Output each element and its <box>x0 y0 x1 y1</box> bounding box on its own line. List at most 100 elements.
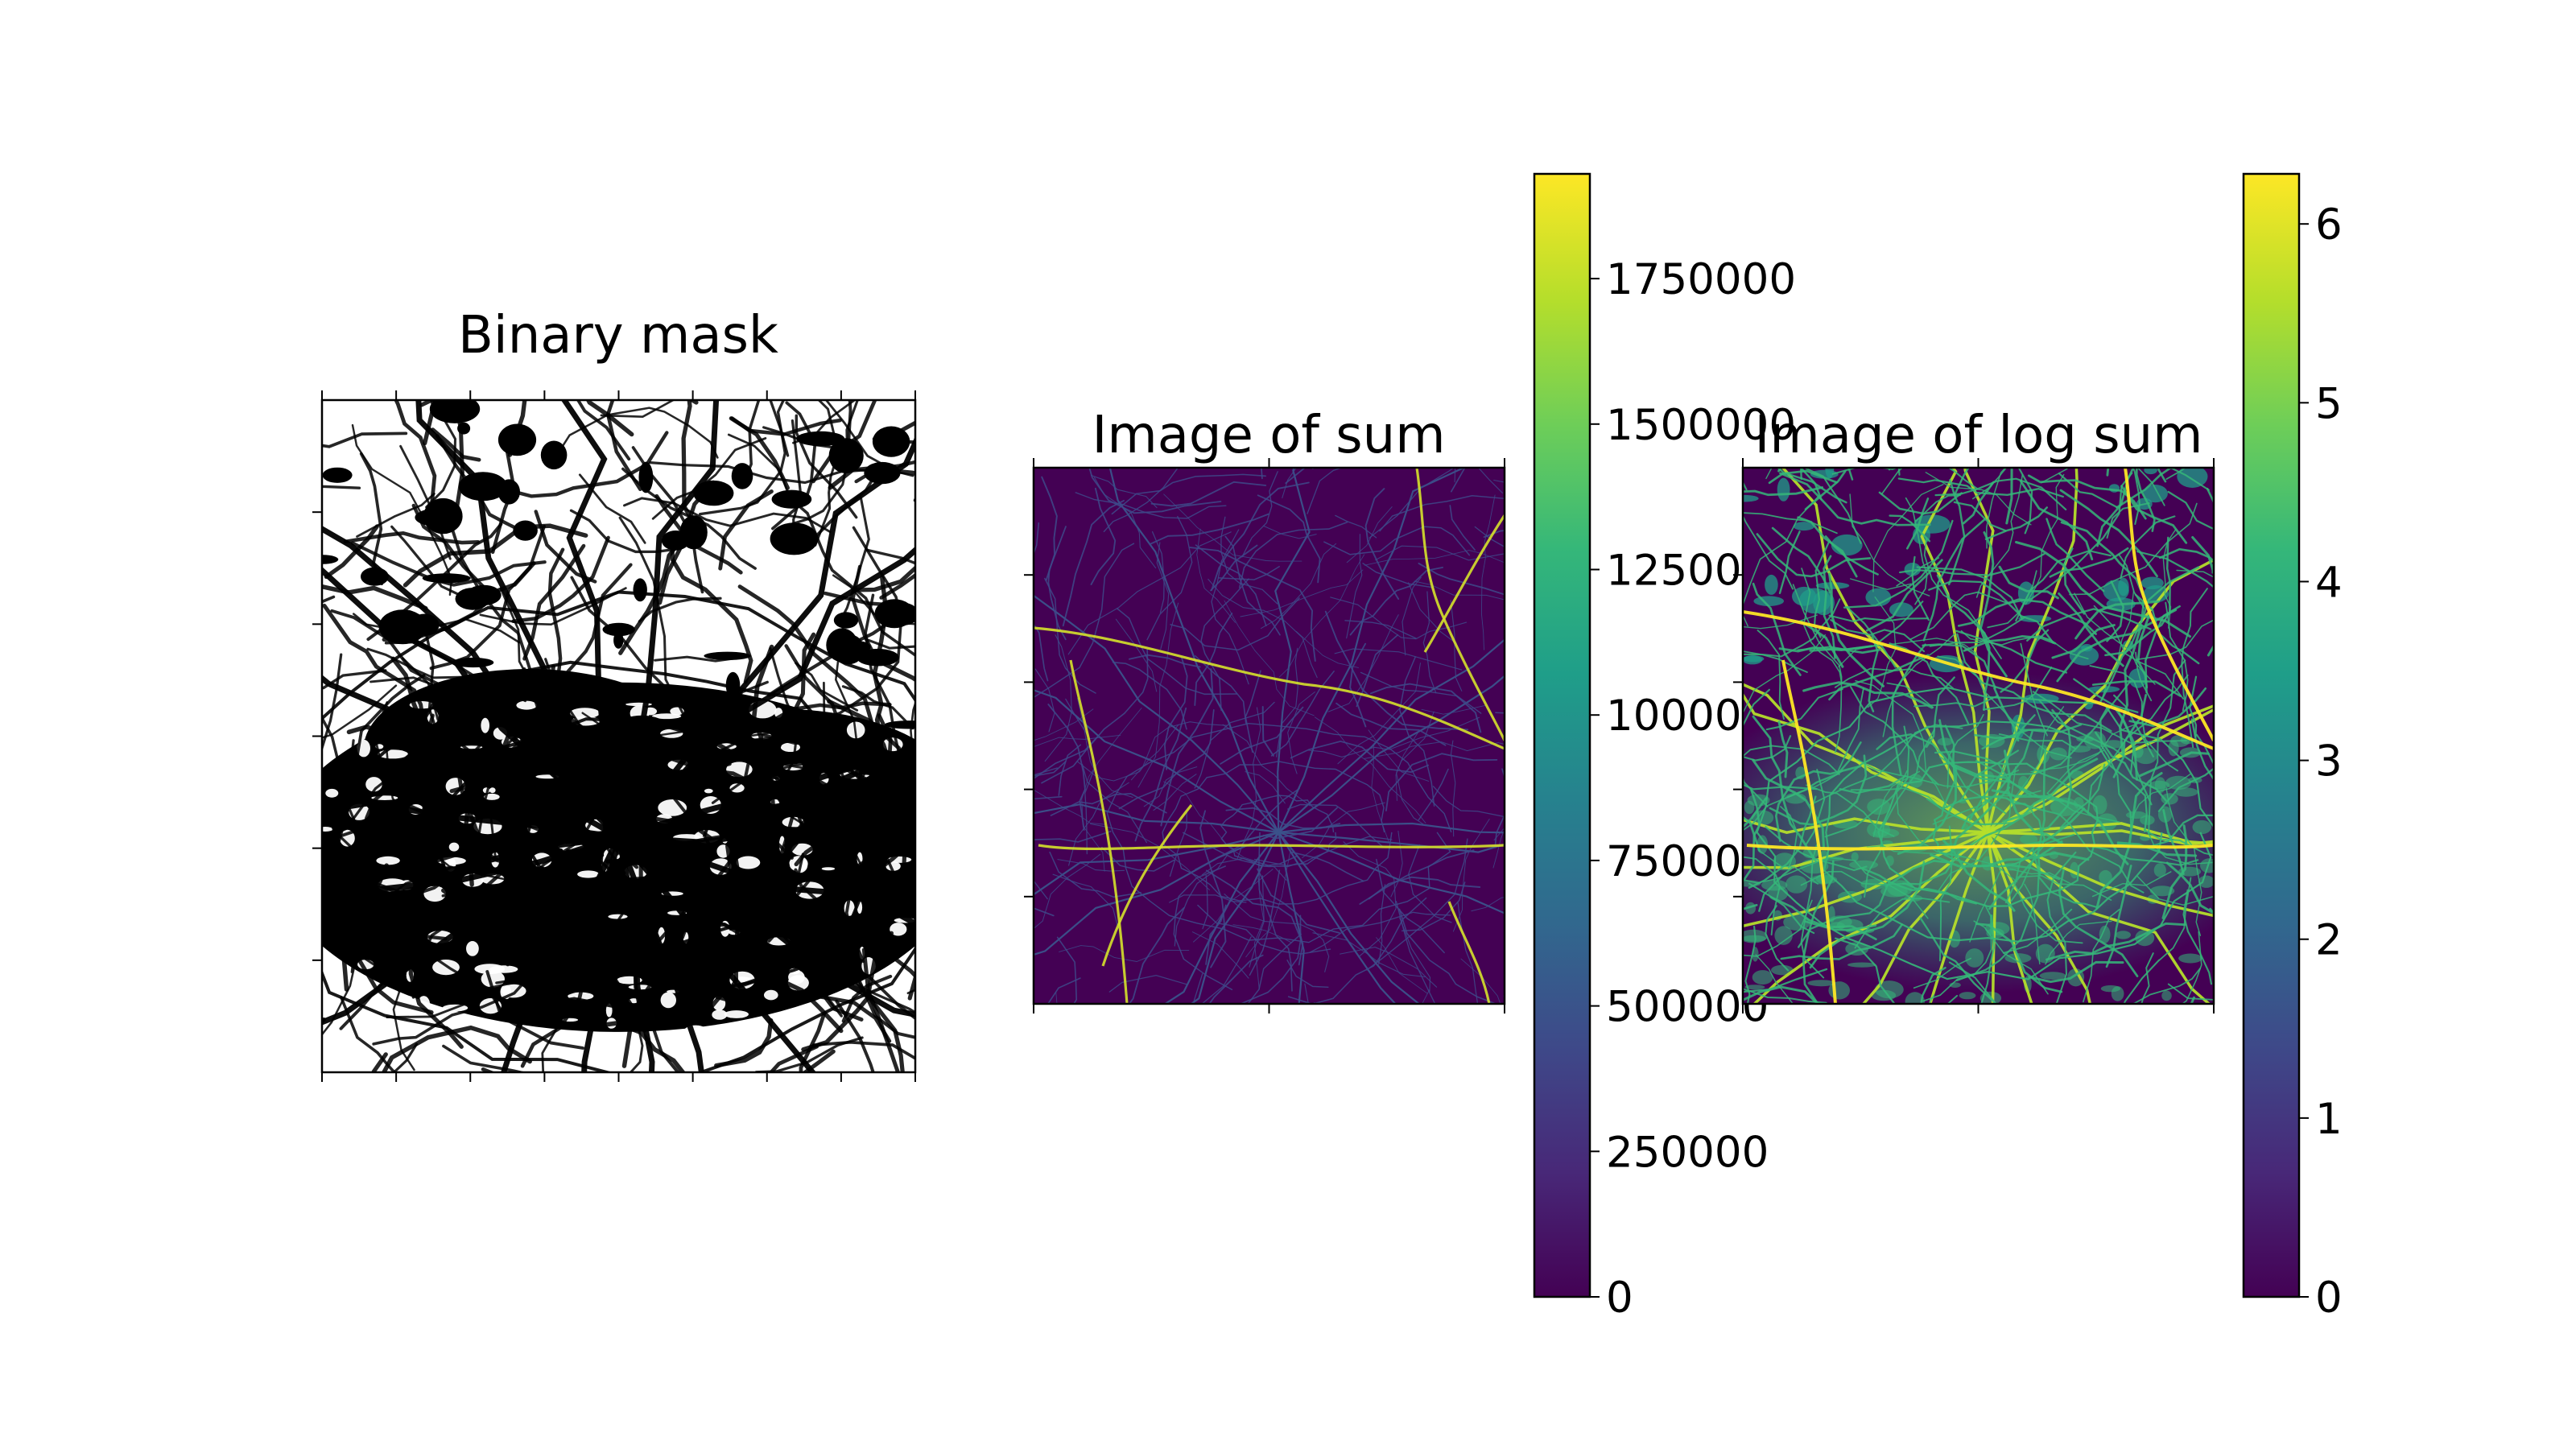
mask-settlement <box>833 612 859 629</box>
road-street <box>1340 947 1438 988</box>
road-street <box>1211 481 1310 592</box>
road-street <box>425 400 457 509</box>
road-street <box>1369 683 1482 733</box>
road-street <box>345 739 364 848</box>
road-street <box>626 733 805 811</box>
road-street <box>828 466 915 490</box>
road-street <box>2101 590 2135 700</box>
road-street <box>359 452 384 586</box>
log-settlement <box>1793 522 1814 531</box>
road-street <box>1335 702 1447 746</box>
road-street <box>1249 869 1281 976</box>
road-street <box>2131 774 2191 818</box>
road-high-traffic <box>1034 626 1505 750</box>
road-street <box>835 738 904 910</box>
road-street <box>633 835 648 1033</box>
road-street <box>1432 786 1505 818</box>
road-street <box>865 548 915 565</box>
road-street <box>1828 614 1929 622</box>
road-street <box>1752 758 1825 848</box>
road-street <box>2165 601 2189 712</box>
road-high-traffic <box>1423 514 1505 653</box>
road-street <box>1398 908 1496 1004</box>
road-street <box>699 400 786 516</box>
road-radial <box>616 834 817 1072</box>
road-street <box>340 996 397 1072</box>
road-street <box>1743 494 1820 607</box>
road-street <box>1988 840 2063 910</box>
road-street <box>2118 554 2145 609</box>
road-street <box>1047 526 1067 641</box>
road-street <box>1034 735 1099 780</box>
road-street <box>1309 911 1451 953</box>
road-street <box>401 657 497 857</box>
road-street <box>2032 691 2187 745</box>
road-street <box>1368 876 1481 900</box>
road-street <box>1041 648 1149 784</box>
road-street <box>1961 730 2033 830</box>
mask-gap <box>489 965 518 973</box>
road-street <box>372 962 543 1046</box>
road-street <box>1044 577 1096 694</box>
road-street <box>1116 608 1238 696</box>
road-street <box>2037 699 2153 806</box>
road-street <box>541 837 639 869</box>
road-radial <box>1278 638 1505 833</box>
road-street <box>382 561 536 642</box>
road-street <box>1408 844 1452 923</box>
road-street <box>1304 983 1309 1004</box>
mask-settlement <box>322 555 339 564</box>
road-street <box>1755 954 1794 1004</box>
road-radial <box>1189 831 1280 1004</box>
road-street <box>1778 645 1873 653</box>
log-density-patch <box>2099 925 2111 943</box>
mask-settlement <box>458 472 508 502</box>
road-street <box>1743 745 1840 775</box>
road-street <box>1034 668 1055 733</box>
log-settlement <box>1765 574 1778 595</box>
road-street <box>332 830 448 941</box>
road-street <box>1962 481 1995 525</box>
road-street <box>725 844 741 996</box>
road-street <box>1046 977 1081 1004</box>
road-street <box>646 752 750 889</box>
road-street <box>497 953 633 1068</box>
road-street <box>1743 797 1768 895</box>
road-street <box>1752 715 1818 863</box>
road-street <box>1156 542 1170 650</box>
road-street <box>1743 598 1841 658</box>
road-street <box>1998 565 2059 600</box>
road-radial <box>1278 822 1505 834</box>
road-street <box>1217 566 1280 580</box>
road-street <box>647 859 733 970</box>
road-street <box>1103 468 1179 533</box>
road-ring <box>1106 722 1452 943</box>
road-street <box>1973 920 2049 995</box>
road-street <box>1169 811 1187 877</box>
log-density-patch <box>2099 869 2112 885</box>
road-street <box>1170 597 1300 651</box>
road-street <box>350 541 547 587</box>
road-street <box>1401 881 1466 932</box>
road-street <box>1308 716 1480 758</box>
road-ring <box>1162 761 1393 905</box>
road-street <box>481 1067 496 1072</box>
road-street <box>1809 647 1882 654</box>
road-street <box>1194 701 1275 789</box>
road-street <box>2087 674 2189 815</box>
mask-gap <box>890 923 907 936</box>
colorbar-log-sum-ticks: 0 1 2 3 4 5 6 <box>2299 200 2343 1323</box>
road-street <box>2051 624 2116 659</box>
road-street <box>2017 468 2033 535</box>
log-settlement <box>1815 582 1850 589</box>
road-street <box>2165 468 2186 480</box>
road-street <box>509 949 620 1009</box>
road-street <box>681 400 704 540</box>
road-street <box>1287 803 1384 848</box>
road-street <box>1376 937 1428 994</box>
road-high-traffic <box>1781 659 1837 1004</box>
road-street <box>844 866 865 964</box>
mask-settlement <box>633 578 647 602</box>
road-street <box>1947 479 1966 586</box>
road-street <box>2136 468 2165 506</box>
